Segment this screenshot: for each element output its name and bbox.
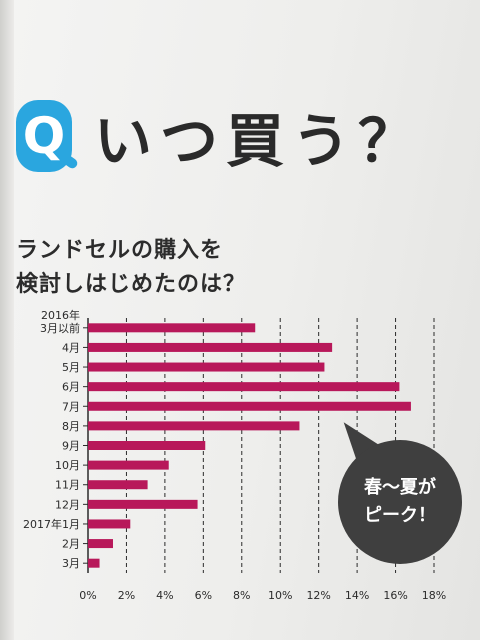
x-tick-label: 8% bbox=[233, 589, 250, 602]
x-tick-label: 0% bbox=[79, 589, 96, 602]
bar bbox=[88, 460, 169, 470]
bar bbox=[88, 499, 198, 509]
category-label: 6月 bbox=[62, 381, 80, 394]
bar bbox=[88, 421, 300, 431]
x-tick-label: 6% bbox=[195, 589, 212, 602]
category-label: 12月 bbox=[55, 498, 80, 511]
category-label: 2016年 3月以前 bbox=[40, 308, 80, 335]
category-label: 4月 bbox=[62, 341, 80, 354]
q-badge-icon: Q bbox=[16, 100, 80, 172]
category-label: 5月 bbox=[62, 361, 80, 374]
x-tick-label: 4% bbox=[156, 589, 173, 602]
bar bbox=[88, 539, 113, 549]
callout-line-2: ピーク！ bbox=[364, 505, 436, 526]
bar bbox=[88, 382, 400, 392]
x-tick-label: 14% bbox=[345, 589, 369, 602]
x-tick-label: 2% bbox=[118, 589, 135, 602]
bar bbox=[88, 342, 333, 352]
x-tick-label: 18% bbox=[422, 589, 446, 602]
category-label: 8月 bbox=[62, 420, 80, 433]
bar bbox=[88, 401, 411, 411]
q-badge-letter: Q bbox=[22, 107, 66, 165]
category-label-line: 2016年 bbox=[41, 308, 80, 322]
x-tick-label: 10% bbox=[268, 589, 292, 602]
callout-line-1: 春〜夏が bbox=[364, 477, 436, 498]
bar bbox=[88, 362, 325, 372]
category-label: 2月 bbox=[62, 538, 80, 551]
category-label: 2017年1月 bbox=[23, 517, 80, 531]
category-label: 3月 bbox=[62, 557, 80, 570]
question-heading: Q いつ買う？ bbox=[16, 96, 424, 176]
bar bbox=[88, 480, 148, 490]
category-label: 10月 bbox=[55, 459, 80, 472]
category-label-line: 3月以前 bbox=[40, 321, 80, 335]
category-label: 11月 bbox=[55, 479, 80, 492]
page-gutter bbox=[0, 0, 14, 640]
heading-title: いつ買う？ bbox=[94, 107, 425, 175]
x-tick-label: 16% bbox=[383, 589, 407, 602]
x-tick-label: 12% bbox=[306, 589, 330, 602]
bar bbox=[88, 323, 256, 333]
bar bbox=[88, 441, 206, 450]
category-label: 9月 bbox=[62, 440, 80, 453]
callout-bubble: 春〜夏が ピーク！ bbox=[338, 440, 462, 564]
category-label: 7月 bbox=[62, 400, 80, 413]
bar bbox=[88, 519, 131, 529]
bar bbox=[88, 558, 100, 568]
chart-title: ランドセルの購入を 検討しはじめたのは？ bbox=[16, 234, 246, 302]
chart-title-line-2: 検討しはじめたのは？ bbox=[16, 272, 247, 297]
chart-title-line-1: ランドセルの購入を bbox=[16, 238, 224, 263]
